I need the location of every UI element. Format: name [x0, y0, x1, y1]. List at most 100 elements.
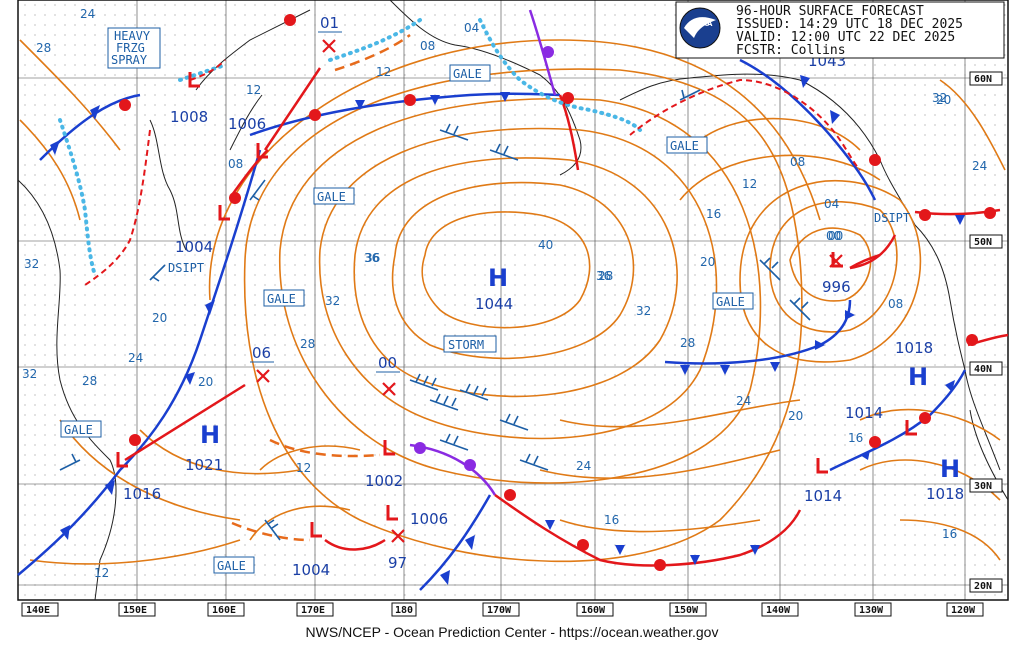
- isobar-value: 28: [300, 337, 315, 351]
- low-symbol: [831, 252, 843, 268]
- longitude-label: 150E: [123, 605, 147, 616]
- track-arrow: [263, 67, 322, 151]
- warm-front: [494, 493, 802, 567]
- isobar-labels: 24 28 32 36 40 36 32 28 24 20 16 12 08 0…: [22, 7, 987, 580]
- low-symbols: [116, 72, 917, 538]
- pressure-value: 1014: [845, 404, 883, 422]
- isobar-value: 40: [538, 238, 553, 252]
- pressure-value: 1004: [292, 561, 330, 579]
- isobar-value: 20: [936, 93, 951, 107]
- warning-labels: GALE GALE GALE GALE GALE GALE GALE STORM…: [60, 27, 910, 574]
- isobar-value: 12: [376, 65, 391, 79]
- storm-label: STORM: [448, 338, 484, 352]
- past-track: [231, 521, 311, 542]
- isobar-value: 12: [296, 461, 311, 475]
- isobar-value: 28: [598, 269, 613, 283]
- isobar-value: 24: [128, 351, 143, 365]
- gale-label: GALE: [670, 139, 699, 153]
- pressure-value: 1018: [895, 339, 933, 357]
- noaa-logo-text: NOAA: [690, 20, 713, 28]
- longitude-label: 140W: [766, 605, 791, 616]
- isobar-value: 16: [942, 527, 957, 541]
- isobar-value: 12: [246, 83, 261, 97]
- low-symbol: [386, 505, 398, 521]
- past-track: [334, 33, 411, 72]
- storm-tracks: [124, 33, 881, 551]
- longitude-label: 150W: [674, 605, 699, 616]
- isobar-value: 08: [420, 39, 435, 53]
- header-issued: ISSUED: 14:29 UTC 18 DEC 2025: [736, 17, 963, 32]
- cold-front: [17, 149, 262, 576]
- past-track: [269, 438, 381, 458]
- isobar-value: 00: [826, 229, 841, 243]
- isobar-value: 36: [596, 269, 611, 283]
- low-symbol: [116, 452, 128, 468]
- past-position-label: 06: [252, 344, 271, 362]
- pressure-value: 996: [822, 278, 851, 296]
- latitude-label: 30N: [974, 481, 992, 492]
- fronts: [17, 9, 1009, 591]
- dissipating-label: DSIPT: [168, 261, 204, 275]
- freezing-spray-label: HEAVY: [114, 29, 151, 43]
- latitude-label: 20N: [974, 581, 992, 592]
- pressure-value: 1016: [123, 485, 161, 503]
- isobar-value: 08: [790, 155, 805, 169]
- isobar-value: 32: [325, 294, 340, 308]
- warm-front: [849, 234, 897, 270]
- isobar-value: 24: [972, 159, 987, 173]
- longitude-label: 180: [395, 605, 413, 616]
- freezing-spray-label: SPRAY: [111, 53, 148, 67]
- longitude-label: 160W: [581, 605, 606, 616]
- ice-areas: [84, 59, 861, 286]
- latitude-label: 40N: [974, 364, 992, 375]
- longitude-label: 130W: [859, 605, 884, 616]
- pressure-value: 1021: [185, 456, 223, 474]
- header-forecaster: FCSTR: Collins: [736, 43, 846, 58]
- forecast-header: NOAA 96-HOUR SURFACE FORECAST ISSUED: 14…: [675, 1, 1005, 59]
- longitude-label: 140E: [26, 605, 50, 616]
- isobar-value: 36: [365, 251, 380, 265]
- header-title: 96-HOUR SURFACE FORECAST: [736, 4, 924, 19]
- isobar-value: 28: [82, 374, 97, 388]
- isobar-value: 08: [888, 297, 903, 311]
- pressure-value: 1006: [228, 115, 266, 133]
- noaa-bird-icon: [684, 17, 716, 38]
- isobar-value: 32: [636, 304, 651, 318]
- low-symbol: [383, 440, 395, 456]
- isobar-value: 32: [24, 257, 39, 271]
- latitude-axis: 60N 50N 40N 30N 20N: [969, 71, 1003, 593]
- cold-front: [249, 92, 561, 137]
- longitude-label: 170W: [487, 605, 512, 616]
- gale-label: GALE: [64, 423, 93, 437]
- isobar-value: 32: [932, 91, 947, 105]
- low-symbol: [310, 522, 322, 538]
- footer-credit: NWS/NCEP - Ocean Prediction Center - htt…: [305, 624, 719, 640]
- pressure-value: 1006: [410, 510, 448, 528]
- latitude-label: 50N: [974, 237, 992, 248]
- past-position-label: 01: [320, 14, 339, 32]
- isobar-value: 16: [604, 513, 619, 527]
- isobar-value: 12: [742, 177, 757, 191]
- isobar-value: 20: [788, 409, 803, 423]
- low-symbol: [218, 205, 230, 221]
- low-symbol: [905, 420, 917, 436]
- isobar-value: 16: [706, 207, 721, 221]
- isobar-value: 28: [36, 41, 51, 55]
- gale-label: GALE: [317, 190, 346, 204]
- dissipating-label: DSIPT: [874, 211, 910, 225]
- longitude-label: 120W: [951, 605, 976, 616]
- low-symbol: [188, 72, 200, 88]
- past-position-label: 97: [388, 554, 407, 572]
- track-arrow: [230, 149, 269, 196]
- cold-front: [664, 299, 852, 365]
- isobar-value: 24: [736, 394, 751, 408]
- high-letter: H: [200, 421, 220, 449]
- isobar-value: 20: [198, 375, 213, 389]
- isobar-value: 04: [464, 21, 479, 35]
- longitude-label: 170E: [301, 605, 325, 616]
- freezing-spray-areas: [58, 18, 642, 277]
- isobar-value: 28: [680, 336, 695, 350]
- track-arrow: [124, 383, 246, 462]
